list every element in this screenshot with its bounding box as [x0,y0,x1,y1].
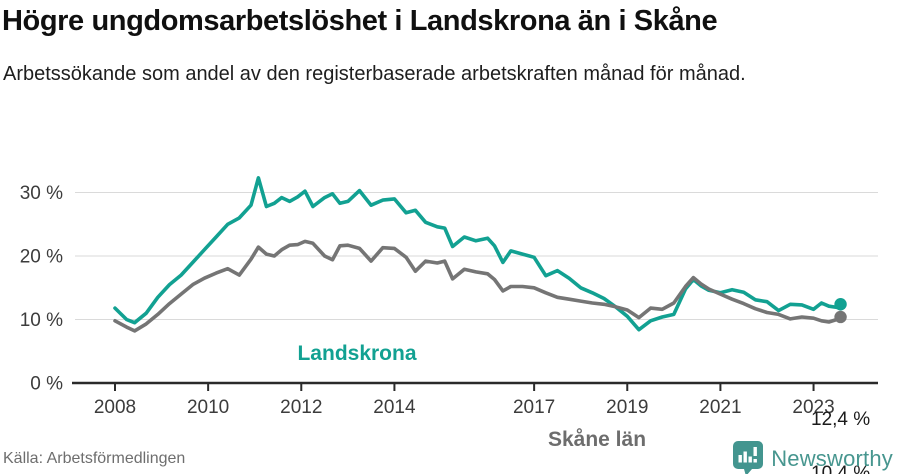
x-tick-label: 2023 [792,397,834,418]
x-tick-label: 2014 [373,397,416,418]
y-tick-label: 20 % [20,247,63,268]
x-tick-label: 2012 [280,397,322,418]
series-line-landskrona [113,176,843,332]
newsworthy-logo[interactable]: Newsworthy [733,441,893,474]
y-tick-label: 0 % [30,374,63,395]
series-line-skane-lan [113,239,843,333]
y-tick-label: 10 % [20,310,63,331]
x-tick-label: 2021 [699,397,741,418]
x-tick-label: 2008 [94,397,136,418]
end-dot-landskrona [834,298,847,311]
line-chart: 2008 2010 2012 2014 2017 2019 2021 2023 0 % 10 % 2… [0,140,900,474]
newsworthy-wordmark: Newsworthy [771,446,893,471]
series-label-landskrona: Landskrona [297,342,417,365]
page-title: Högre ungdomsarbetslöshet i Landskrona ä… [2,5,718,37]
x-tick-label: 2019 [606,397,648,418]
source-note: Källa: Arbetsförmedlingen [3,450,186,467]
newsworthy-speech-bubble-bar-chart-icon [733,441,764,474]
end-dot-skane-lan [834,310,847,324]
series-label-skane-lan: Skåne län [547,428,647,451]
x-tick-label: 2017 [513,397,555,418]
chart-canvas: 2008 2010 2012 2014 2017 2019 2021 2023 0 % 10 % 2… [20,176,878,418]
chart-subtitle: Arbetssökande som andel av den registerb… [3,63,746,85]
end-value-landskrona: 12,4 % [811,409,871,430]
end-value-skane-lan: 10,4 % [811,463,871,474]
y-tick-label: 30 % [20,183,63,204]
x-tick-label: 2010 [187,397,229,418]
